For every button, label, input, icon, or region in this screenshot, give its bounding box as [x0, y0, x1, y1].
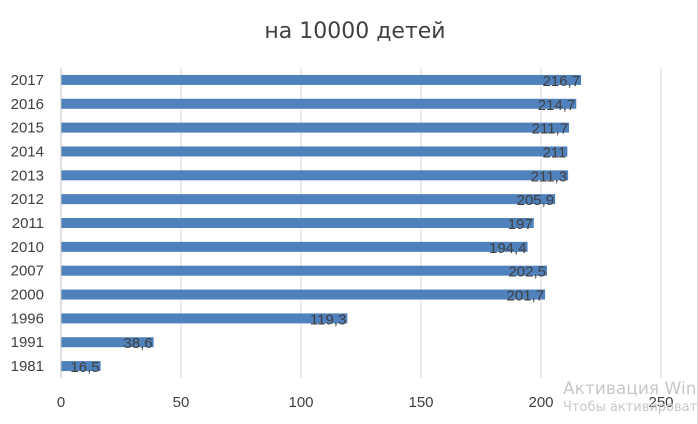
data-label: 211 — [542, 144, 566, 161]
x-tick-label: 250 — [648, 394, 673, 411]
data-label: 119,3 — [310, 311, 346, 328]
data-label: 211,3 — [531, 168, 567, 185]
data-label: 216,7 — [543, 73, 581, 90]
y-category-label: 2017 — [11, 72, 44, 89]
data-label: 211,7 — [532, 121, 568, 138]
x-tick-label: 0 — [57, 394, 65, 411]
y-category-label: 2000 — [11, 287, 44, 304]
data-label: 201,7 — [507, 288, 545, 305]
bar — [61, 122, 570, 133]
data-label: 197 — [508, 216, 533, 233]
y-category-label: 2011 — [12, 215, 44, 232]
y-category-label: 2014 — [11, 143, 44, 160]
bar — [61, 170, 569, 181]
x-tick-label: 100 — [288, 394, 313, 411]
y-category-label: 2010 — [11, 239, 44, 256]
bar — [61, 337, 154, 348]
data-label: 205,9 — [517, 192, 555, 209]
data-label: 16,5 — [70, 359, 99, 376]
x-tick-label: 150 — [408, 394, 433, 411]
y-category-label: 2012 — [11, 191, 44, 208]
bar — [61, 98, 577, 109]
data-label: 202,5 — [508, 264, 546, 281]
y-category-label: 2015 — [11, 120, 44, 137]
chart-title: на 10000 детей — [264, 19, 445, 44]
y-category-label: 1991 — [11, 334, 44, 351]
y-category-label: 2007 — [11, 263, 44, 280]
data-label: 38,6 — [123, 335, 152, 352]
y-category-label: 2013 — [11, 167, 44, 184]
data-label: 214,7 — [538, 97, 576, 114]
bar — [61, 289, 546, 300]
data-label: 194,4 — [489, 240, 527, 257]
bar — [61, 265, 547, 276]
bar — [61, 218, 534, 228]
y-category-label: 1996 — [11, 310, 44, 327]
x-tick-label: 50 — [173, 394, 190, 411]
y-category-label: 2016 — [11, 96, 44, 113]
y-category-label: 1981 — [11, 358, 44, 375]
bar — [61, 74, 582, 85]
bar — [61, 194, 556, 205]
bar — [61, 313, 348, 324]
bar — [61, 361, 101, 372]
x-tick-label: 200 — [528, 394, 553, 411]
bar — [61, 241, 528, 252]
bar — [61, 146, 568, 157]
